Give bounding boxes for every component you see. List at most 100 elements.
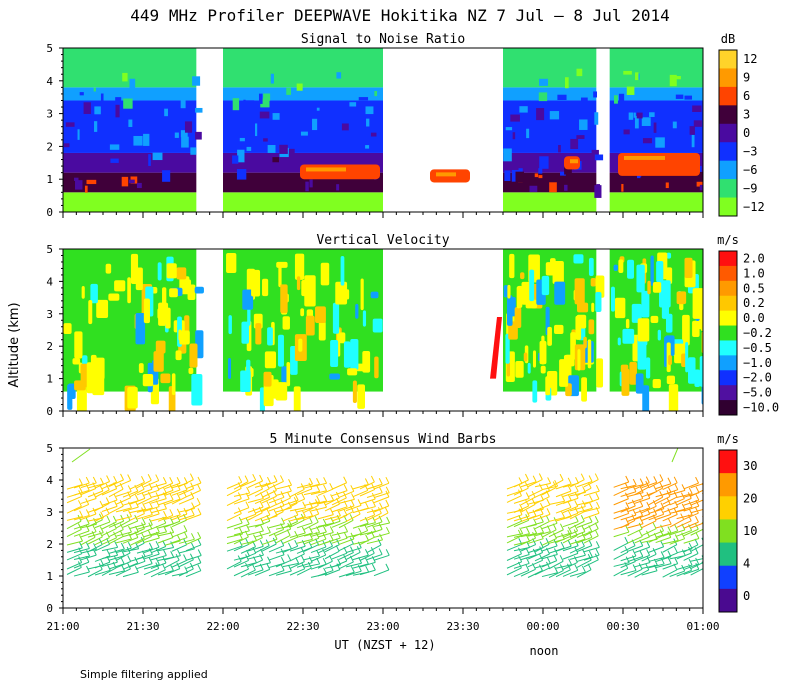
wind-barb: [683, 512, 699, 520]
wind-barb: [164, 489, 181, 496]
wind-barb: [282, 499, 299, 506]
wind-barb: [634, 513, 650, 520]
x-tick-label: 21:30: [126, 620, 159, 633]
wind-barb: [87, 490, 104, 498]
wind-barb-feather: [538, 473, 543, 480]
wind-barb-feather: [142, 503, 147, 510]
wind-barb: [683, 482, 699, 490]
vv-patch: [105, 263, 112, 274]
vv-patch: [332, 302, 340, 334]
wind-barb-feather: [673, 476, 678, 484]
wind-barb-feather: [588, 550, 593, 558]
wind-barb: [108, 563, 125, 570]
wind-barb-feather: [113, 493, 118, 501]
wind-barb-feather: [559, 564, 564, 571]
colorbar-label: 2.0: [743, 251, 765, 265]
wind-barb: [108, 529, 124, 538]
wind-barb-feather: [378, 515, 383, 523]
wind-barb: [164, 555, 181, 561]
wind-barb: [178, 508, 195, 513]
wind-barb: [620, 555, 637, 562]
wind-barb-feather: [251, 563, 256, 571]
wind-barb-feather: [266, 563, 271, 570]
wind-barb-feather: [581, 532, 586, 540]
wind-barb-feather: [120, 557, 125, 565]
wind-barb: [73, 514, 90, 521]
vv-patch: [577, 349, 581, 371]
y-tick-label: 5: [46, 442, 53, 455]
wind-barb: [296, 483, 313, 489]
wind-barb-feather: [105, 507, 110, 515]
vv-patch: [339, 332, 346, 344]
wind-barb-feather: [561, 533, 565, 540]
wind-barb: [506, 520, 522, 529]
wind-barb: [641, 528, 657, 537]
wind-barb: [613, 507, 630, 514]
wind-barb-feather: [582, 549, 586, 556]
wind-barb-feather: [553, 532, 557, 539]
snr-patch: [79, 92, 84, 96]
wind-barb-feather: [385, 476, 390, 484]
wind-barb: [331, 490, 348, 497]
wind-barb: [662, 514, 678, 522]
wind-barb: [171, 537, 188, 544]
wind-barb-feather: [323, 477, 328, 484]
wind-barb-feather: [639, 517, 644, 525]
panels-group: Signal to Noise Ratio012345dB129630−3−6−…: [46, 32, 779, 633]
wind-barb-feather: [113, 475, 118, 483]
wind-barb: [576, 536, 593, 544]
wind-barb: [541, 522, 558, 530]
wind-barb-feather: [259, 540, 264, 547]
wind-barb: [143, 537, 160, 544]
wind-barb: [178, 514, 195, 521]
wind-barb: [143, 531, 160, 538]
y-tick-label: 3: [46, 308, 53, 321]
snr-patch: [696, 181, 703, 187]
vv-patch: [330, 353, 336, 362]
wind-barb: [150, 531, 167, 537]
snr-layer: [503, 87, 597, 101]
snr-patch: [109, 144, 120, 150]
wind-barb: [80, 482, 97, 488]
wind-barb-feather: [525, 557, 530, 564]
x-tick-label: 00:30: [606, 620, 639, 633]
wind-barb-feather: [190, 482, 195, 489]
wind-barb: [129, 537, 145, 546]
snr-strong-core: [570, 159, 578, 164]
wind-barb: [569, 545, 585, 554]
wind-barb: [338, 552, 354, 560]
snr-patch: [93, 87, 96, 92]
wind-barb-feather: [659, 491, 664, 498]
wind-barb-feather: [681, 549, 686, 556]
wind-barb: [94, 521, 111, 529]
wind-barb-feather: [155, 474, 160, 481]
wind-barb: [683, 563, 699, 571]
wind-barb: [73, 571, 90, 577]
snr-layer: [503, 192, 597, 212]
wind-barb: [178, 548, 195, 554]
wind-barb-feather: [92, 476, 97, 484]
wind-barb: [178, 568, 194, 577]
wind-barb-feather: [301, 526, 306, 534]
wind-barb: [254, 562, 271, 568]
wind-barb: [317, 514, 334, 520]
wind-barb-feather: [639, 550, 644, 557]
wind-barb-feather: [379, 533, 384, 541]
vv-patch: [263, 371, 272, 387]
wind-barb: [185, 570, 202, 578]
y-tick-label: 4: [46, 474, 53, 487]
colorbar-swatch: [719, 142, 737, 162]
wind-barb: [282, 536, 298, 544]
vv-patch: [142, 373, 154, 387]
wind-barb: [527, 513, 544, 520]
wind-barb-feather: [245, 501, 250, 508]
wind-barb: [233, 481, 249, 490]
snr-layer: [503, 152, 597, 173]
wind-barb-feather: [575, 477, 579, 484]
vv-patch: [304, 275, 316, 307]
wind-barb-feather: [245, 554, 250, 561]
panel-data: [66, 448, 703, 579]
colorbar-label: 0: [743, 126, 750, 140]
wind-barb: [513, 487, 529, 496]
snr-patch: [244, 100, 255, 107]
